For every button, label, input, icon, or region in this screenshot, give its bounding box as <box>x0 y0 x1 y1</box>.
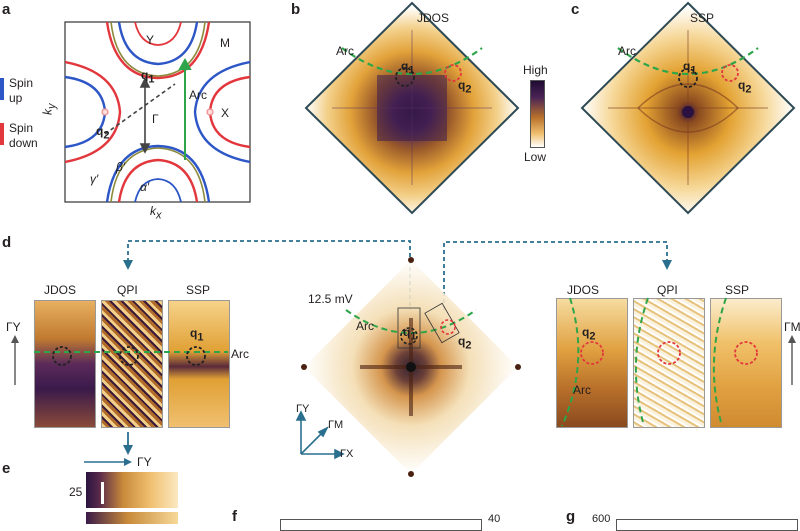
colorbar <box>530 80 545 148</box>
arc-overlay-right <box>561 297 758 427</box>
spin-down-swatch <box>0 123 4 145</box>
axis-kx: kx <box>150 204 162 222</box>
spin-down-label-line1: Spin <box>9 121 34 135</box>
label-q1-a: q1 <box>141 68 155 86</box>
colorbar-low: Low <box>524 150 547 164</box>
label-gx-axes: ΓX <box>340 448 354 460</box>
title-jdos-d-left: JDOS <box>44 283 77 297</box>
arc-overlay-left <box>34 346 228 366</box>
label-gamma: Γ <box>152 112 159 126</box>
label-gy-axes: ΓY <box>296 403 310 415</box>
title-jdos-d-right: JDOS <box>567 283 600 297</box>
title-qpi-d-left: QPI <box>117 283 138 297</box>
panel-label-f: f <box>232 508 237 525</box>
title-jdos-b: JDOS <box>417 11 450 25</box>
label-q2-c: q2 <box>738 78 752 96</box>
label-arc-d-center: Arc <box>356 319 374 333</box>
panel-label-c: c <box>571 1 580 18</box>
label-alpha: α′ <box>140 180 150 194</box>
label-gy-d-left: ΓY <box>6 320 21 334</box>
panel-label-e: e <box>2 460 11 477</box>
panel-g-frame <box>616 519 798 531</box>
panel-f-frame <box>280 519 482 531</box>
panel-label-b: b <box>291 1 301 18</box>
axis-arrow-gy-e <box>84 458 132 466</box>
label-arc-a: Arc <box>189 88 207 102</box>
label-q1-d-left: q1 <box>190 326 204 344</box>
spin-up-swatch <box>0 78 4 100</box>
tick-40-f: 40 <box>488 513 501 525</box>
label-gm-axes: ΓM <box>328 419 344 431</box>
spin-up-label-line2: up <box>9 91 23 105</box>
strip-ssp-right <box>710 298 782 428</box>
label-q1-b: q1 <box>401 59 415 77</box>
strip-jdos-right <box>556 298 628 428</box>
label-Y: Y <box>146 33 155 47</box>
title-qpi-d-right: QPI <box>657 283 678 297</box>
label-gy-e: ΓY <box>137 455 152 469</box>
panel-e-arrow <box>101 482 104 504</box>
label-q1-c: q1 <box>683 59 697 77</box>
label-arc-d-left: Arc <box>231 347 249 361</box>
tick-25-e: 25 <box>69 485 83 499</box>
label-arc-c: Arc <box>618 44 636 58</box>
panel-label-a: a <box>2 1 11 18</box>
panel-e-map-2 <box>86 512 178 524</box>
label-q2-a: q2 <box>96 124 110 142</box>
qpi-map-12-5mV <box>301 257 521 477</box>
spin-down-label-line2: down <box>9 136 38 150</box>
label-M: M <box>220 36 230 50</box>
colorbar-high: High <box>523 63 548 77</box>
ssp-map <box>580 1 796 215</box>
tick-600-g: 600 <box>592 513 611 525</box>
axis-arrow-gm-right <box>788 335 796 385</box>
bias-label: 12.5 mV <box>308 292 353 306</box>
label-arc-d-right: Arc <box>573 383 591 397</box>
axis-arrow-gy-left <box>11 335 19 385</box>
title-ssp-d-left: SSP <box>186 283 211 297</box>
title-ssp-d-right: SSP <box>725 283 750 297</box>
panel-e-map <box>86 472 178 508</box>
panel-label-d: d <box>2 234 12 251</box>
label-q2-d-center: q2 <box>458 334 472 352</box>
label-arc-b: Arc <box>336 44 354 58</box>
title-ssp-c: SSP <box>690 11 715 25</box>
label-q2-d-right: q2 <box>582 325 596 343</box>
panel-label-g: g <box>566 508 576 525</box>
label-beta: β′ <box>116 160 126 174</box>
lattice-axes <box>295 410 345 460</box>
spin-up-label-line1: Spin <box>9 76 34 90</box>
label-gamma-prime: γ′ <box>90 172 99 186</box>
strip-qpi-right <box>633 298 705 428</box>
label-gm-d-right: ΓM <box>784 320 800 334</box>
fermi-surface-diagram <box>64 21 251 203</box>
jdos-map <box>304 1 520 215</box>
label-q1-d-center: q1 <box>403 325 417 343</box>
label-q2-b: q2 <box>458 78 472 96</box>
label-X: X <box>221 106 230 120</box>
